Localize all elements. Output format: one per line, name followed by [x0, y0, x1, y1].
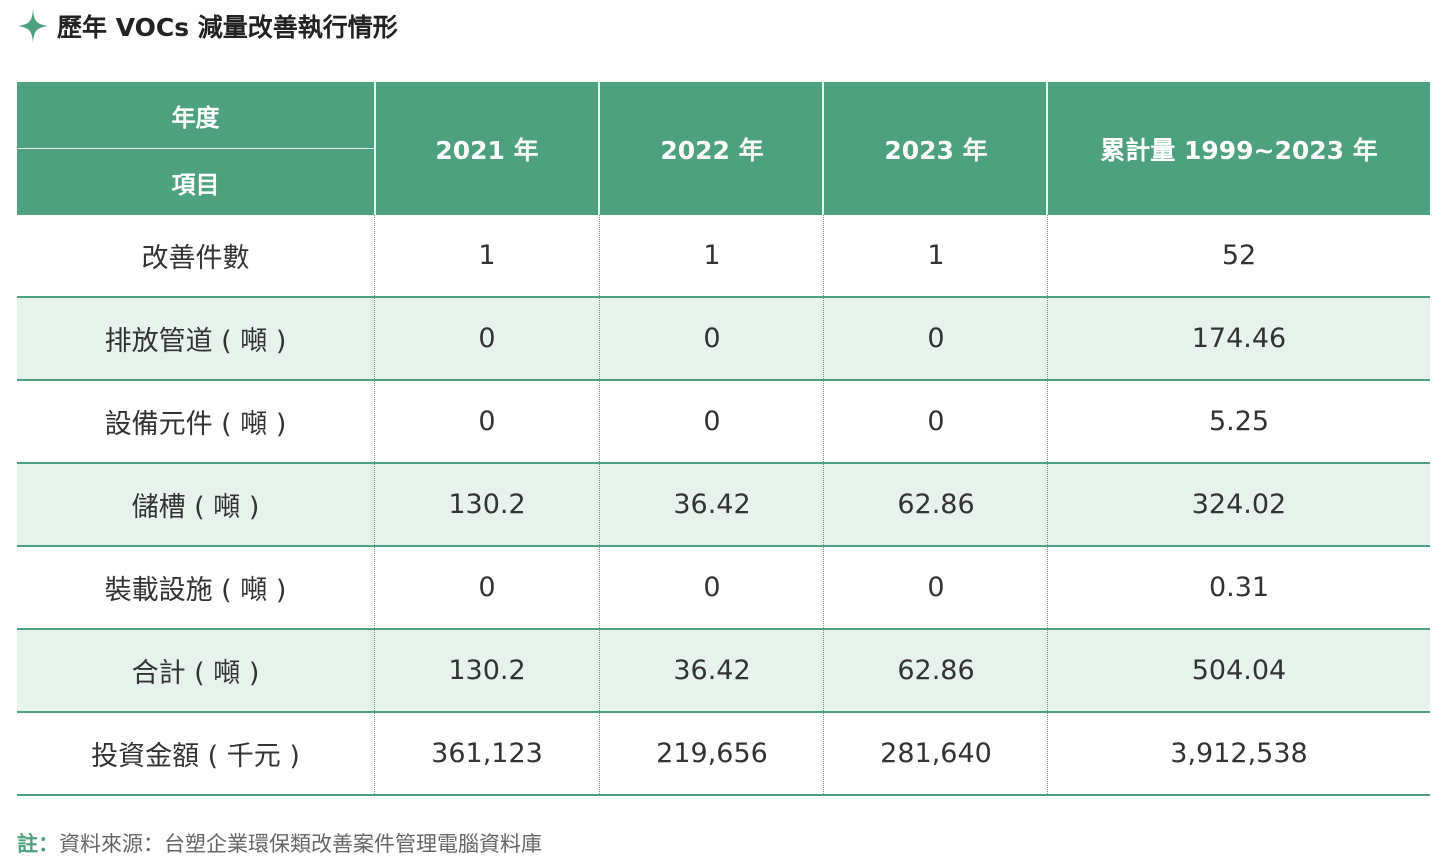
header-separator [822, 82, 824, 215]
header-separator [374, 82, 376, 215]
row-label: 合計 ( 噸 ) [131, 658, 260, 689]
table-cell: 219,656 [656, 738, 768, 769]
table-cell: 1 [478, 240, 496, 271]
table-cell: 174.46 [1191, 323, 1287, 354]
table-cell: 281,640 [880, 738, 992, 769]
table-cell: 0 [703, 572, 721, 603]
title-bar: 歷年 VOCs 減量改善執行情形 [17, 6, 398, 46]
table-header: 年度 項目 2021 年 2022 年 2023 年 累計量 1999~2023… [17, 82, 1430, 215]
table-cell: 0 [703, 323, 721, 354]
row-label: 設備元件 ( 噸 ) [104, 409, 287, 440]
table-cell: 0 [927, 406, 945, 437]
table-row: 合計 ( 噸 ) 130.2 36.42 62.86 504.04 [17, 630, 1430, 713]
data-table: 年度 項目 2021 年 2022 年 2023 年 累計量 1999~2023… [17, 82, 1430, 796]
page-title: 歷年 VOCs 減量改善執行情形 [57, 13, 398, 42]
table-cell: 62.86 [897, 489, 975, 520]
header-item-label: 項目 [171, 170, 220, 199]
table-row: 儲槽 ( 噸 ) 130.2 36.42 62.86 324.02 [17, 464, 1430, 547]
table-row: 設備元件 ( 噸 ) 0 0 0 5.25 [17, 381, 1430, 464]
table-cell: 0.31 [1208, 572, 1270, 603]
row-label: 投資金額 ( 千元 ) [91, 741, 300, 772]
table-cell: 0 [927, 572, 945, 603]
table-cell: 361,123 [431, 738, 543, 769]
table-cell: 36.42 [673, 489, 751, 520]
row-label: 排放管道 ( 噸 ) [104, 326, 287, 357]
table-cell: 1 [927, 240, 945, 271]
table-cell: 0 [478, 572, 496, 603]
header-year-label: 年度 [171, 103, 220, 132]
header-divider [17, 148, 374, 149]
header-separator [598, 82, 600, 215]
header-year-2023: 2023 年 [884, 135, 988, 165]
sparkle-icon [18, 9, 48, 43]
table-cell: 36.42 [673, 655, 751, 686]
footnote: 註： 資料來源：台塑企業環保類改善案件管理電腦資料庫 [17, 828, 542, 858]
footnote-label: 註： [17, 832, 59, 856]
header-separator [1046, 82, 1048, 215]
table-cell: 3,912,538 [1170, 738, 1308, 769]
table-cell: 0 [478, 406, 496, 437]
footnote-text: 資料來源：台塑企業環保類改善案件管理電腦資料庫 [59, 832, 542, 856]
table-cell: 324.02 [1191, 489, 1287, 520]
header-cumulative: 累計量 1999~2023 年 [1100, 135, 1378, 165]
row-label: 裝載設施 ( 噸 ) [104, 575, 287, 606]
table-cell: 62.86 [897, 655, 975, 686]
table-cell: 1 [703, 240, 721, 271]
table-row: 投資金額 ( 千元 ) 361,123 219,656 281,640 3,91… [17, 713, 1430, 796]
table-cell: 0 [478, 323, 496, 354]
table-row: 改善件數 1 1 1 52 [17, 215, 1430, 298]
row-label: 儲槽 ( 噸 ) [131, 492, 260, 523]
table-row: 裝載設施 ( 噸 ) 0 0 0 0.31 [17, 547, 1430, 630]
table-cell: 52 [1221, 240, 1257, 271]
table-row: 排放管道 ( 噸 ) 0 0 0 174.46 [17, 298, 1430, 381]
table-cell: 0 [927, 323, 945, 354]
table-cell: 130.2 [448, 655, 526, 686]
row-label: 改善件數 [141, 243, 250, 274]
table-cell: 0 [703, 406, 721, 437]
header-year-2021: 2021 年 [435, 135, 539, 165]
header-year-2022: 2022 年 [660, 135, 764, 165]
table-cell: 5.25 [1208, 406, 1270, 437]
table-cell: 130.2 [448, 489, 526, 520]
table-cell: 504.04 [1191, 655, 1287, 686]
